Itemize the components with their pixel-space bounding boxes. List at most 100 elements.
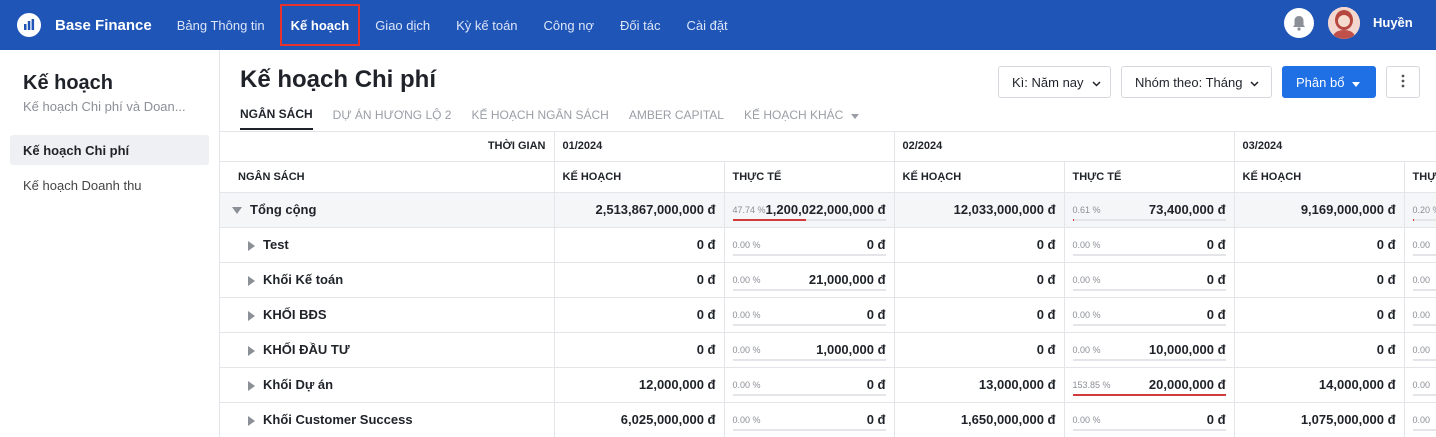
plan-cell[interactable]: 1,650,000,000 đ bbox=[894, 402, 1065, 437]
period-dropdown[interactable]: Kì: Năm nay bbox=[998, 66, 1111, 98]
actual-cell[interactable]: 0.00 % 0 đ bbox=[724, 297, 895, 333]
actual-amount: 0 đ bbox=[866, 377, 886, 392]
row-name: Test bbox=[263, 237, 289, 252]
actual-cell[interactable]: 0.00 % 0 đ bbox=[1064, 227, 1235, 263]
expand-caret-icon[interactable] bbox=[248, 310, 255, 321]
actual-column-header: THỰC TẾ bbox=[724, 161, 895, 193]
expand-caret-icon[interactable] bbox=[248, 415, 255, 426]
tab-amber-capital[interactable]: AMBER CAPITAL bbox=[628, 108, 724, 122]
table-row[interactable]: Khối Customer Success 6,025,000,000 đ 0.00… bbox=[220, 402, 1436, 437]
actual-cell[interactable]: 0.20 % bbox=[1404, 192, 1436, 228]
user-name[interactable]: Huyền bbox=[1373, 15, 1413, 30]
plan-cell[interactable]: 2,513,867,000,000 đ bbox=[554, 192, 725, 228]
plan-column-header: KẾ HOẠCH bbox=[894, 161, 1065, 193]
plan-cell[interactable]: 0 đ bbox=[554, 332, 725, 368]
expand-caret-icon[interactable] bbox=[248, 380, 255, 391]
actual-cell[interactable]: 153.85 % 20,000,000 đ bbox=[1064, 367, 1235, 403]
table-row[interactable]: Khối Dự án 12,000,000 đ 0.00 % 0 đ 13,000,00… bbox=[220, 367, 1436, 403]
actual-amount: 1,000,000 đ bbox=[816, 342, 886, 357]
row-name-cell[interactable]: KHỐI BĐS bbox=[220, 297, 555, 333]
plan-cell[interactable]: 13,000,000 đ bbox=[894, 367, 1065, 403]
plan-cell[interactable]: 6,025,000,000 đ bbox=[554, 402, 725, 437]
actual-percent: 0.00 bbox=[1412, 309, 1431, 320]
actual-cell[interactable]: 0.00 % 0 đ bbox=[1064, 262, 1235, 298]
nav-partners[interactable]: Đối tác bbox=[620, 17, 661, 33]
caret-down-icon bbox=[851, 108, 860, 122]
nav-debt[interactable]: Công nợ bbox=[543, 17, 594, 33]
bell-icon[interactable] bbox=[1284, 8, 1314, 38]
plan-cell[interactable]: 0 đ bbox=[554, 297, 725, 333]
actual-cell[interactable]: 0.00 bbox=[1404, 402, 1436, 437]
page-title: Kế hoạch Chi phí bbox=[240, 66, 437, 93]
nav-dashboard[interactable]: Bảng Thông tin bbox=[176, 17, 265, 33]
plan-cell[interactable]: 0 đ bbox=[1234, 227, 1405, 263]
actual-cell[interactable]: 0.00 % 0 đ bbox=[724, 402, 895, 437]
progress-fill bbox=[732, 218, 806, 221]
table-row[interactable]: KHỐI BĐS 0 đ 0.00 % 0 đ 0 đ 0.00 % 0 đ 0 đ 0.00 bbox=[220, 297, 1436, 333]
expand-caret-icon[interactable] bbox=[248, 240, 255, 251]
row-name: Tổng cộng bbox=[250, 202, 317, 217]
actual-cell[interactable]: 0.00 % 0 đ bbox=[1064, 297, 1235, 333]
plan-cell[interactable]: 0 đ bbox=[894, 227, 1065, 263]
nav-transactions[interactable]: Giao dịch bbox=[375, 17, 431, 33]
total-row[interactable]: Tổng cộng 2,513,867,000,000 đ 47.74 % 1,200… bbox=[220, 192, 1436, 228]
plan-cell[interactable]: 0 đ bbox=[1234, 332, 1405, 368]
nav-accounting-period[interactable]: Kỳ kế toán bbox=[456, 17, 518, 33]
actual-cell[interactable]: 0.61 % 73,400,000 đ bbox=[1064, 192, 1235, 228]
plan-cell[interactable]: 0 đ bbox=[894, 332, 1065, 368]
progress-bar bbox=[1072, 253, 1226, 256]
expand-caret-icon[interactable] bbox=[248, 345, 255, 356]
expand-caret-icon[interactable] bbox=[248, 275, 255, 286]
tab-budget[interactable]: NGÂN SÁCH bbox=[240, 100, 313, 130]
plan-cell[interactable]: 12,033,000,000 đ bbox=[894, 192, 1065, 228]
actual-cell[interactable]: 0.00 bbox=[1404, 332, 1436, 368]
sidebar-item-revenue-plan[interactable]: Kế hoạch Doanh thu bbox=[23, 177, 142, 193]
tab-other-plans-label: KẾ HOẠCH KHÁC bbox=[743, 108, 844, 122]
plan-cell[interactable]: 0 đ bbox=[1234, 262, 1405, 298]
actual-cell[interactable]: 0.00 bbox=[1404, 227, 1436, 263]
base-logo-icon[interactable] bbox=[17, 13, 41, 37]
actual-cell[interactable]: 47.74 % 1,200,022,000,000 đ bbox=[724, 192, 895, 228]
sidebar-item-expense-plan[interactable]: Kế hoạch Chi phí bbox=[10, 135, 209, 165]
user-avatar[interactable] bbox=[1328, 7, 1360, 39]
plan-cell[interactable]: 1,075,000,000 đ bbox=[1234, 402, 1405, 437]
nav-settings[interactable]: Cài đặt bbox=[686, 17, 728, 33]
tab-project-huong-lo-2[interactable]: DỰ ÁN HƯƠNG LỘ 2 bbox=[332, 108, 452, 122]
actual-cell[interactable]: 0.00 % 0 đ bbox=[724, 367, 895, 403]
plan-cell[interactable]: 9,169,000,000 đ bbox=[1234, 192, 1405, 228]
actual-cell[interactable]: 0.00 % 10,000,000 đ bbox=[1064, 332, 1235, 368]
plan-cell[interactable]: 0 đ bbox=[554, 227, 725, 263]
more-options-button[interactable] bbox=[1386, 66, 1420, 98]
actual-cell[interactable]: 0.00 bbox=[1404, 262, 1436, 298]
tab-budget-plan[interactable]: KẾ HOẠCH NGÂN SÁCH bbox=[471, 108, 609, 122]
brand-name[interactable]: Base Finance bbox=[55, 16, 152, 34]
actual-value: 0.00 % 0 đ bbox=[732, 298, 886, 332]
plan-cell[interactable]: 0 đ bbox=[554, 262, 725, 298]
row-name-cell[interactable]: Khối Customer Success bbox=[220, 402, 555, 437]
plan-cell[interactable]: 0 đ bbox=[894, 262, 1065, 298]
progress-bar bbox=[732, 253, 886, 256]
row-name-cell[interactable]: KHỐI ĐẦU TƯ bbox=[220, 332, 555, 368]
nav-plan[interactable]: Kế hoạch bbox=[278, 2, 363, 48]
allocate-button[interactable]: Phân bổ bbox=[1282, 66, 1376, 98]
plan-cell[interactable]: 0 đ bbox=[894, 297, 1065, 333]
collapse-caret-icon[interactable] bbox=[232, 207, 242, 215]
plan-cell[interactable]: 0 đ bbox=[1234, 297, 1405, 333]
tab-other-plans[interactable]: KẾ HOẠCH KHÁC bbox=[743, 100, 860, 130]
group-by-dropdown[interactable]: Nhóm theo: Tháng bbox=[1121, 66, 1272, 98]
plan-cell[interactable]: 14,000,000 đ bbox=[1234, 367, 1405, 403]
plan-cell[interactable]: 12,000,000 đ bbox=[554, 367, 725, 403]
row-name-cell[interactable]: Test bbox=[220, 227, 555, 263]
actual-cell[interactable]: 0.00 % 21,000,000 đ bbox=[724, 262, 895, 298]
actual-cell[interactable]: 0.00 % 1,000,000 đ bbox=[724, 332, 895, 368]
row-name-cell[interactable]: Tổng cộng bbox=[220, 192, 555, 228]
actual-cell[interactable]: 0.00 bbox=[1404, 367, 1436, 403]
row-name-cell[interactable]: Khối Dự án bbox=[220, 367, 555, 403]
actual-cell[interactable]: 0.00 % 0 đ bbox=[1064, 402, 1235, 437]
actual-cell[interactable]: 0.00 bbox=[1404, 297, 1436, 333]
actual-cell[interactable]: 0.00 % 0 đ bbox=[724, 227, 895, 263]
row-name-cell[interactable]: Khối Kế toán bbox=[220, 262, 555, 298]
table-row[interactable]: Test 0 đ 0.00 % 0 đ 0 đ 0.00 % 0 đ 0 đ 0.00 bbox=[220, 227, 1436, 263]
